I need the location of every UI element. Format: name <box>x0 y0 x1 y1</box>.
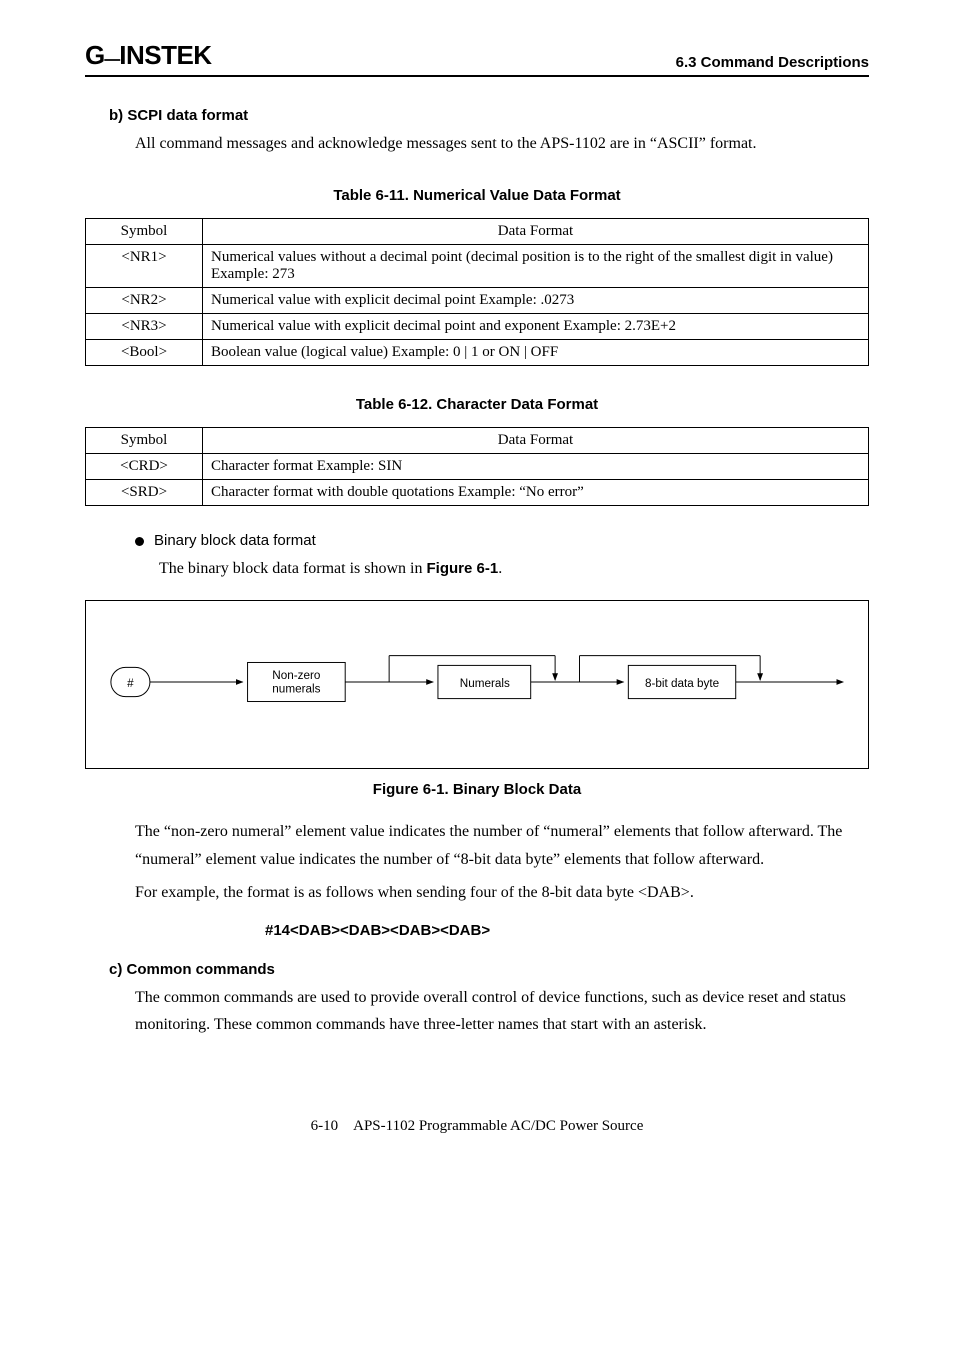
text-b: All command messages and acknowledge mes… <box>135 130 859 157</box>
fig-node-hash: # <box>127 677 134 690</box>
footer-title: APS-1102 Programmable AC/DC Power Source <box>353 1118 643 1134</box>
cell-fmt: Numerical values without a decimal point… <box>203 245 869 288</box>
cell-fmt: Character format with double quotations … <box>203 480 869 506</box>
heading-b: b) SCPI data format <box>109 107 869 124</box>
table11-head-symbol: Symbol <box>86 219 203 245</box>
cell-fmt: Numerical value with explicit decimal po… <box>203 314 869 340</box>
text-c: The common commands are used to provide … <box>135 984 859 1038</box>
fig-node-nonzero-l2: numerals <box>272 683 320 696</box>
header-section: 6.3 Command Descriptions <box>676 54 869 71</box>
figure-caption: Figure 6-1. Binary Block Data <box>85 781 869 798</box>
table-row: <NR2> Numerical value with explicit deci… <box>86 288 869 314</box>
cell-sym: <Bool> <box>86 340 203 366</box>
dab-example: #14<DAB><DAB><DAB><DAB> <box>265 922 869 939</box>
after-fig-p1: The “non-zero numeral” element value ind… <box>135 818 859 872</box>
table-row: <CRD> Character format Example: SIN <box>86 454 869 480</box>
figure-svg: # Non-zero numerals Numerals <box>106 637 848 727</box>
page-header: G⏤INSTEK 6.3 Command Descriptions <box>85 40 869 77</box>
table-row: <NR1> Numerical values without a decimal… <box>86 245 869 288</box>
table-12: Symbol Data Format <CRD> Character forma… <box>85 427 869 506</box>
logo: G⏤INSTEK <box>85 40 212 71</box>
cell-fmt: Numerical value with explicit decimal po… <box>203 288 869 314</box>
footer-page: 6-10 <box>311 1118 339 1134</box>
figure-box: # Non-zero numerals Numerals <box>85 600 869 769</box>
after-fig-p2: For example, the format is as follows wh… <box>135 879 859 906</box>
table-11: Symbol Data Format <NR1> Numerical value… <box>85 218 869 366</box>
fig-node-databyte: 8-bit data byte <box>645 677 719 690</box>
table12-caption: Table 6-12. Character Data Format <box>85 396 869 413</box>
heading-c: c) Common commands <box>109 961 869 978</box>
page-footer: 6-10 APS-1102 Programmable AC/DC Power S… <box>85 1118 869 1135</box>
bullet-text: The binary block data format is shown in… <box>159 555 859 582</box>
bullet-heading: Binary block data format <box>135 532 869 549</box>
cell-sym: <NR3> <box>86 314 203 340</box>
cell-sym: <SRD> <box>86 480 203 506</box>
cell-fmt: Character format Example: SIN <box>203 454 869 480</box>
bullet-label: Binary block data format <box>154 532 316 549</box>
cell-sym: <CRD> <box>86 454 203 480</box>
cell-fmt: Boolean value (logical value) Example: 0… <box>203 340 869 366</box>
bullet-tail: . <box>498 560 502 577</box>
table-row: <SRD> Character format with double quota… <box>86 480 869 506</box>
table12-head-symbol: Symbol <box>86 428 203 454</box>
table-row: <Bool> Boolean value (logical value) Exa… <box>86 340 869 366</box>
table11-caption: Table 6-11. Numerical Value Data Format <box>85 187 869 204</box>
bullet-icon <box>135 537 144 546</box>
bullet-body: The binary block data format is shown in <box>159 560 427 577</box>
cell-sym: <NR2> <box>86 288 203 314</box>
fig-node-nonzero-l1: Non-zero <box>272 669 321 682</box>
table12-head-format: Data Format <box>203 428 869 454</box>
table11-head-format: Data Format <box>203 219 869 245</box>
fig-node-numerals: Numerals <box>460 677 510 690</box>
cell-sym: <NR1> <box>86 245 203 288</box>
fig-ref: Figure 6-1 <box>427 560 499 577</box>
table-row: <NR3> Numerical value with explicit deci… <box>86 314 869 340</box>
